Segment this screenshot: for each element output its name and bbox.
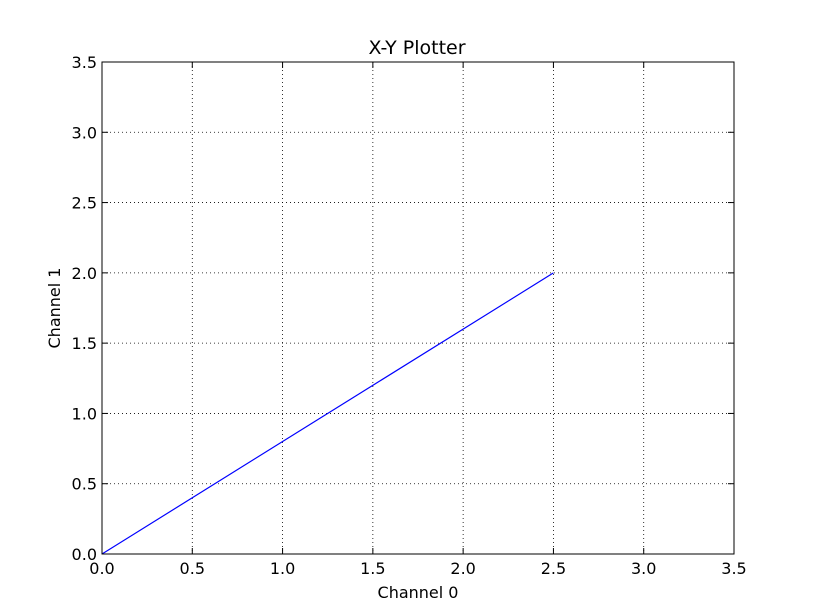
y-tick-label: 2.0 xyxy=(72,264,97,283)
plot-area-frame xyxy=(101,61,735,555)
x-tick-label: 1.5 xyxy=(360,559,385,578)
y-tick-label: 2.5 xyxy=(72,194,97,213)
x-axis-title: Channel 0 xyxy=(378,583,459,602)
y-tick-label: 3.5 xyxy=(72,53,97,72)
x-tick-label: 3.5 xyxy=(721,559,746,578)
y-tick-label: 0.0 xyxy=(72,545,97,564)
grid xyxy=(102,62,734,554)
y-tick-label: 0.5 xyxy=(72,475,97,494)
x-tick-label: 2.0 xyxy=(450,559,475,578)
x-tick-label: 1.0 xyxy=(270,559,295,578)
y-tick-label: 3.0 xyxy=(72,123,97,142)
series-layer xyxy=(101,272,554,555)
x-tick-label: 0.5 xyxy=(180,559,205,578)
chart-title: X-Y Plotter xyxy=(368,37,465,59)
y-axis-title: Channel 1 xyxy=(45,268,64,349)
x-tick-label: 0.0 xyxy=(89,559,114,578)
y-tick-label: 1.5 xyxy=(72,334,97,353)
x-tick-label: 2.5 xyxy=(541,559,566,578)
series-line xyxy=(101,272,554,555)
x-tick-label: 3.0 xyxy=(631,559,656,578)
ticks: 0.0 0.5 1.0 1.5 2.0 2.5 3.0 3.5 0.0 0.5 1.0 1.5 2.0 2… xyxy=(72,53,747,578)
y-tick-label: 1.0 xyxy=(72,404,97,423)
